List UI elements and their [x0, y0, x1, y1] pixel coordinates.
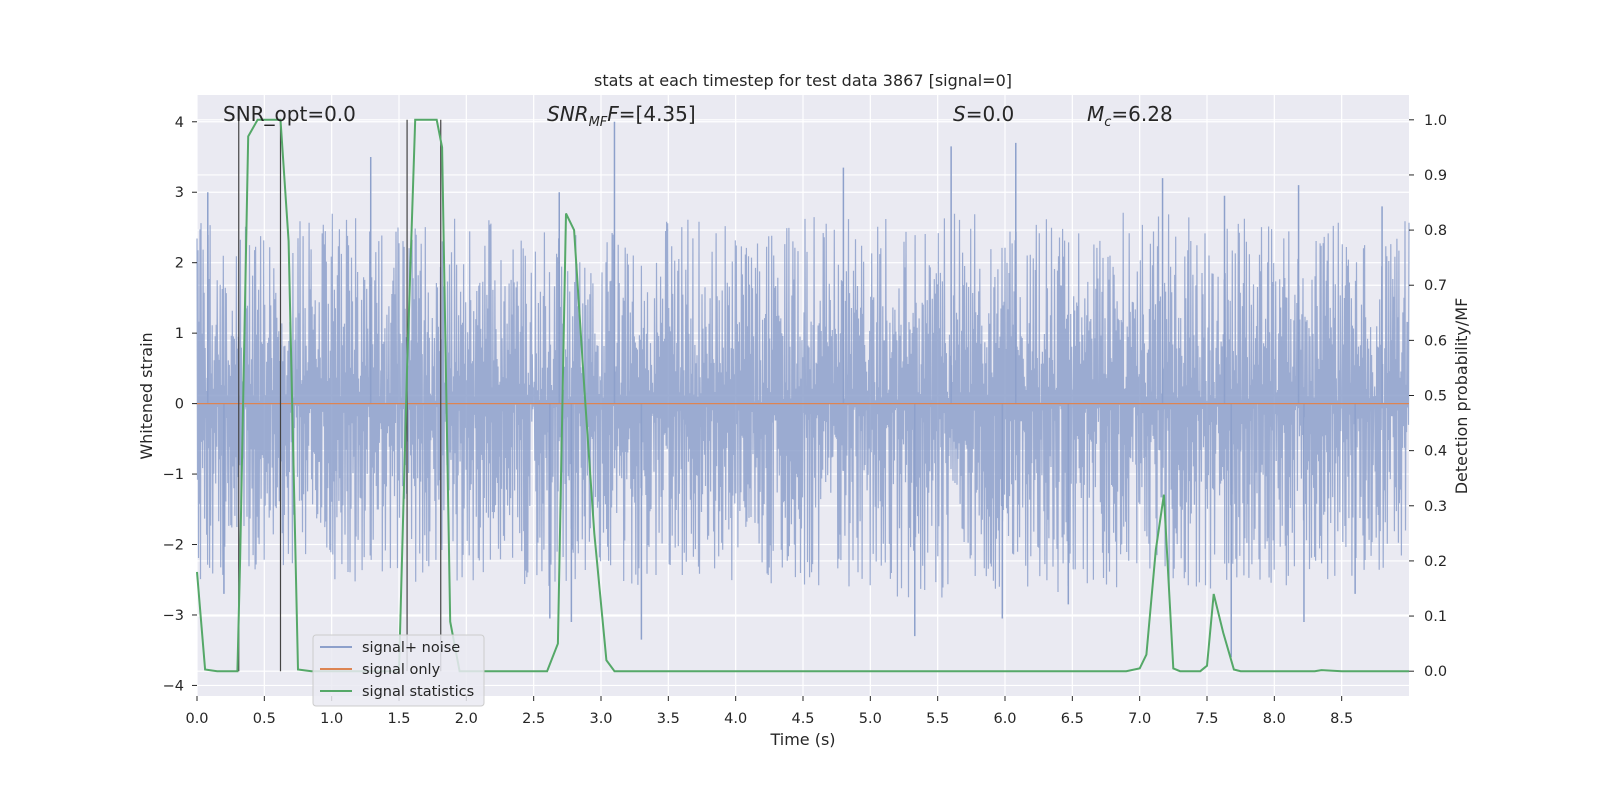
- ticks: 0.0 0.5 1.0 1.5 2.0 2.5 3.0 3.5 4.0 4.5 5.0 5.5 6.0 6…: [163, 113, 1447, 727]
- y-right-tick-label-7: 0.3: [1424, 499, 1447, 515]
- x-tick-label-12: 6.0: [993, 711, 1016, 727]
- snr-mf-annotation: SNRMFF=[4.35]: [547, 102, 696, 130]
- x-axis-title: Time (s): [769, 730, 835, 749]
- series-signal-statistics-line: [196, 118, 1409, 673]
- mc-sub: c: [1104, 115, 1111, 130]
- y-right-tick-label-1: 0.9: [1424, 168, 1447, 184]
- y-right-tick-label-6: 0.4: [1424, 444, 1447, 460]
- x-tick-label-15: 7.5: [1195, 711, 1218, 727]
- legend-label-signal-noise: signal+ noise: [362, 640, 460, 656]
- x-tick-label-4: 2.0: [455, 711, 478, 727]
- snr-mf-value: =[4.35]: [619, 102, 696, 126]
- x-tick-label-0: 0.0: [185, 711, 208, 727]
- y-right-tick-label-10: 0.0: [1424, 664, 1447, 680]
- s-annotation: S=0.0: [953, 102, 1014, 126]
- legend-box: [312, 634, 485, 707]
- y-axis-title-right: Detection probability/MF: [1452, 298, 1471, 495]
- x-tick-label-10: 5.0: [859, 711, 882, 727]
- x-tick-label-9: 4.5: [791, 711, 814, 727]
- y-right-tick-label-0: 1.0: [1424, 113, 1447, 129]
- y-left-tick-label-4: 0: [175, 397, 184, 413]
- x-tick-label-14: 7.0: [1128, 711, 1151, 727]
- y-left-tick-label-3: 1: [175, 326, 184, 342]
- legend-label-signal-only: signal only: [362, 662, 441, 678]
- y-right-tick-label-8: 0.2: [1424, 554, 1447, 570]
- y-left-tick-label-1: 3: [175, 185, 184, 201]
- y-left-tick-label-7: −3: [163, 608, 184, 624]
- y-right-tick-label-9: 0.1: [1424, 609, 1447, 625]
- x-tick-label-5: 2.5: [522, 711, 545, 727]
- x-tick-label-13: 6.5: [1061, 711, 1084, 727]
- y-right-tick-label-3: 0.7: [1424, 278, 1447, 294]
- x-tick-label-7: 3.5: [657, 711, 680, 727]
- s-value: =0.0: [966, 102, 1015, 126]
- y-left-tick-label-2: 2: [175, 256, 184, 272]
- x-tick-label-1: 0.5: [253, 711, 276, 727]
- x-tick-label-17: 8.5: [1330, 711, 1353, 727]
- legend-label-signal-statistics: signal statistics: [362, 684, 474, 700]
- x-tick-label-6: 3.0: [589, 711, 612, 727]
- x-tick-label-3: 1.5: [387, 711, 410, 727]
- y-axis-title-left: Whitened strain: [137, 332, 156, 459]
- y-right-tick-label-5: 0.5: [1424, 389, 1447, 405]
- snr-mf-f: F: [607, 102, 619, 126]
- mc-annotation: Mc=6.28: [1087, 102, 1173, 130]
- y-right-tick-label-2: 0.8: [1424, 223, 1447, 239]
- y-left-tick-label-6: −2: [163, 538, 184, 554]
- series-signal-noise-trace: [196, 212, 1410, 598]
- x-tick-label-11: 5.5: [926, 711, 949, 727]
- y-left-tick-label-5: −1: [163, 467, 184, 483]
- snr-opt-annotation: SNR_opt=0.0: [223, 102, 356, 126]
- s-name: S: [953, 102, 966, 126]
- legend: signal+ noise signal only signal statist…: [312, 634, 485, 707]
- snr-mf-name: SNR: [547, 102, 589, 126]
- y-left-tick-label-8: −4: [163, 678, 184, 694]
- x-tick-label-2: 1.0: [320, 711, 343, 727]
- chart-title: stats at each timestep for test data 386…: [594, 71, 1012, 90]
- mc-value: =6.28: [1111, 102, 1172, 126]
- data-layer: [196, 118, 1410, 673]
- x-tick-label-16: 8.0: [1263, 711, 1286, 727]
- y-right-tick-label-4: 0.6: [1424, 333, 1447, 349]
- x-tick-label-8: 4.0: [724, 711, 747, 727]
- mc-name: M: [1087, 102, 1104, 126]
- y-left-tick-label-0: 4: [175, 115, 184, 131]
- snr-mf-sub: MF: [589, 115, 608, 130]
